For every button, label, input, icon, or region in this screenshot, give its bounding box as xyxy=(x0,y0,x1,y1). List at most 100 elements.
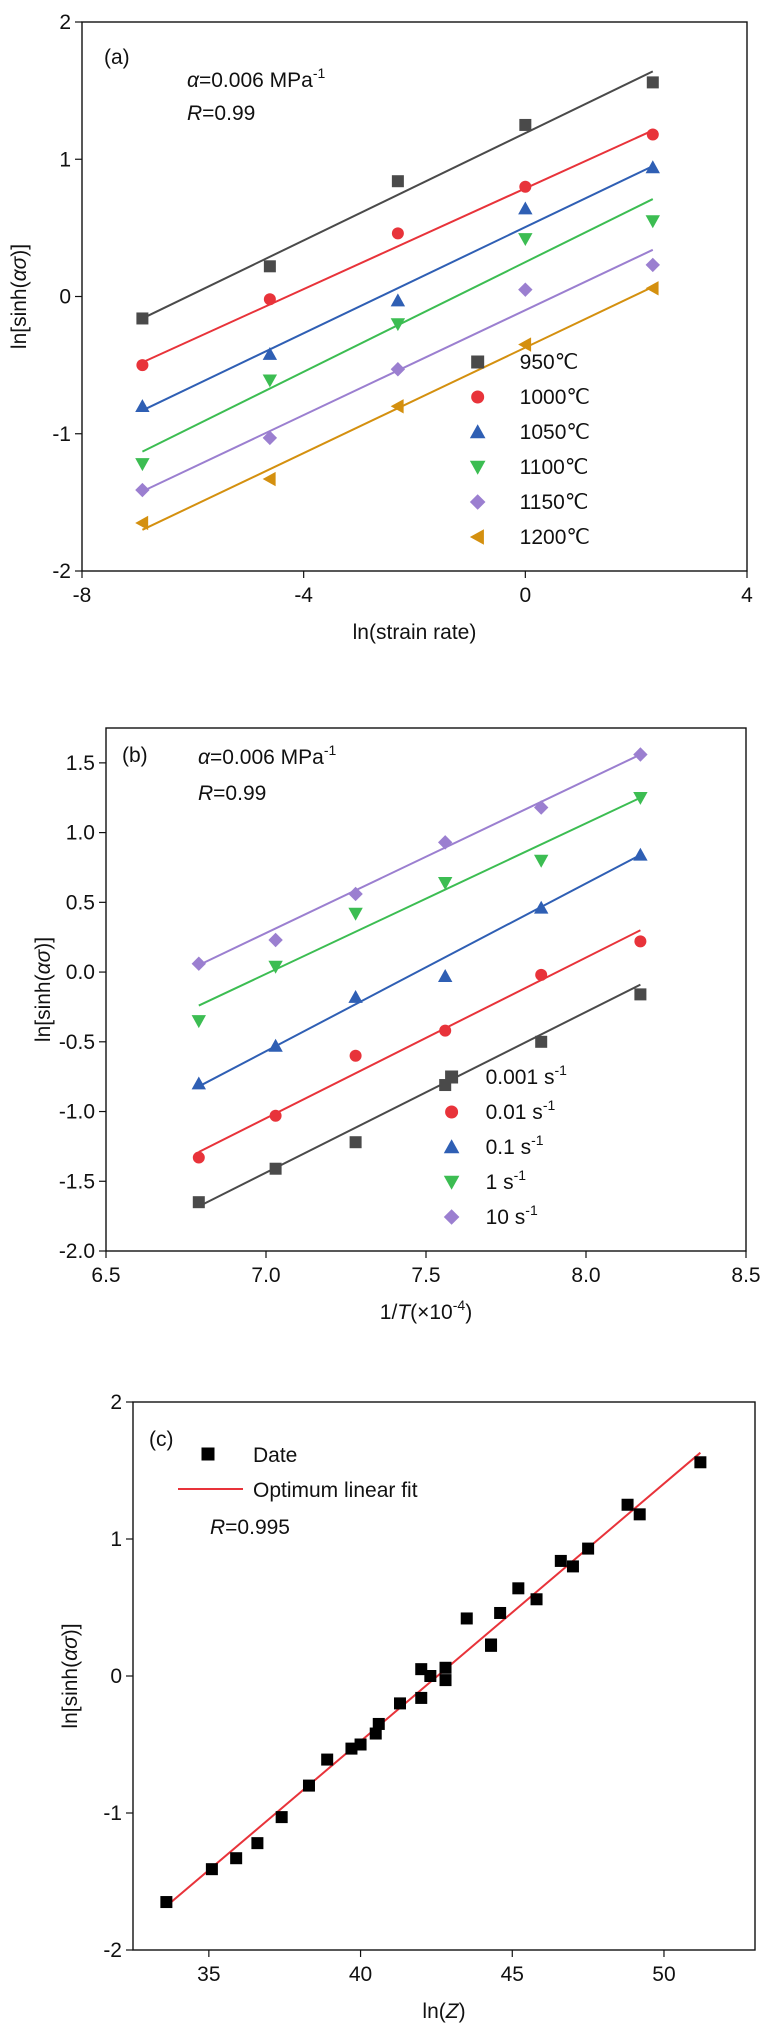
legend-label: 1 s-1 xyxy=(486,1167,527,1194)
data-point xyxy=(534,900,549,914)
legend-marker xyxy=(469,494,486,510)
data-point xyxy=(349,1136,362,1149)
data-point xyxy=(269,1109,282,1122)
data-point xyxy=(192,1196,205,1209)
x-tick-label: 35 xyxy=(197,1963,220,1986)
legend-marker xyxy=(443,1209,460,1225)
data-point xyxy=(321,1753,334,1766)
data-point xyxy=(191,1076,206,1090)
data-point xyxy=(645,281,659,296)
legend-marker xyxy=(445,1070,459,1084)
legend-label: 0.01 s-1 xyxy=(486,1097,556,1124)
data-point xyxy=(390,318,406,332)
fit-line xyxy=(198,854,641,1088)
data-point xyxy=(230,1852,243,1865)
plot-frame xyxy=(105,727,747,1252)
data-point xyxy=(160,1896,173,1909)
data-point xyxy=(262,471,276,487)
y-tick-label: 0.5 xyxy=(66,891,95,914)
data-point xyxy=(438,835,453,850)
legend-label: 950℃ xyxy=(520,351,579,374)
data-point xyxy=(634,935,647,948)
data-point xyxy=(135,458,150,472)
data-point xyxy=(518,233,533,247)
alpha-annotation: α=0.006 MPa-1 xyxy=(198,742,336,769)
x-tick-label: 0 xyxy=(519,584,531,607)
fit-line xyxy=(198,983,641,1208)
data-point xyxy=(534,800,549,815)
data-point xyxy=(534,854,549,868)
fit-line xyxy=(198,929,641,1153)
data-point xyxy=(354,1738,367,1751)
y-tick-label: -1.0 xyxy=(59,1101,95,1124)
y-tick-label: -0.5 xyxy=(59,1031,95,1054)
data-point xyxy=(263,260,276,273)
data-point xyxy=(275,1811,288,1824)
data-point xyxy=(191,956,206,971)
data-point xyxy=(518,201,533,215)
y-tick-label: -2.0 xyxy=(59,1240,95,1263)
data-point xyxy=(262,346,278,360)
x-tick-label: 45 xyxy=(501,1963,524,1986)
x-tick-label: 7.0 xyxy=(251,1264,280,1287)
data-point xyxy=(205,1863,218,1876)
chart-panel-a: -8 -4 0 4 -2 -1 0 1 2 ln(strain rate) ln[sinh(ασ)]… xyxy=(8,11,753,644)
fit-line xyxy=(198,753,641,966)
legend-label: 1050℃ xyxy=(520,421,590,444)
legend-marker xyxy=(469,424,486,439)
x-axis-title: 1/T(×10-4) xyxy=(380,1297,472,1324)
data-point xyxy=(633,847,648,861)
panel-label: (c) xyxy=(149,1428,174,1451)
data-point xyxy=(135,515,149,531)
panel-label: (a) xyxy=(104,46,130,69)
x-tick-label: 6.5 xyxy=(91,1264,120,1287)
data-point xyxy=(535,1035,548,1048)
data-point xyxy=(566,1560,579,1573)
data-point xyxy=(391,227,404,240)
y-tick-label: 2 xyxy=(110,1391,122,1414)
legend-marker xyxy=(445,1105,459,1119)
data-point xyxy=(372,1717,385,1730)
data-point xyxy=(633,1508,646,1521)
y-tick-label: 1.0 xyxy=(66,822,95,845)
data-point xyxy=(645,257,660,273)
data-point xyxy=(438,969,453,983)
data-point xyxy=(394,1697,407,1710)
legend-label: 10 s-1 xyxy=(486,1202,538,1229)
y-tick-label: -1 xyxy=(52,423,71,446)
legend-marker xyxy=(469,529,484,545)
chart-panel-b: 6.5 7.0 7.5 8.0 8.5 -2.0 -1.5 -1.0 -0.5 0.0 0.5 1.0… xyxy=(32,727,761,1324)
data-point xyxy=(439,1661,452,1674)
data-point xyxy=(390,362,406,377)
legend-label: Date xyxy=(253,1444,297,1467)
y-tick-label: 1.5 xyxy=(66,752,95,775)
data-point xyxy=(633,791,648,805)
data-point xyxy=(369,1727,382,1740)
x-tick-label: 8.5 xyxy=(731,1264,760,1287)
legend-marker xyxy=(443,1139,460,1154)
data-point xyxy=(634,988,647,1001)
data-point xyxy=(519,118,532,131)
panel-label: (b) xyxy=(122,744,148,767)
y-axis-title: ln[sinh(ασ)] xyxy=(32,937,55,1042)
data-point xyxy=(262,430,278,446)
data-point xyxy=(645,160,660,174)
x-tick-label: 4 xyxy=(741,584,753,607)
y-tick-label: 2 xyxy=(59,11,71,34)
data-point xyxy=(348,907,363,921)
data-point xyxy=(345,1742,358,1755)
data-point xyxy=(348,989,363,1003)
data-point xyxy=(621,1498,634,1511)
data-point xyxy=(518,337,532,352)
data-point xyxy=(262,374,278,388)
x-tick-label: -4 xyxy=(294,584,313,607)
y-axis-title: ln[sinh(ασ)] xyxy=(8,244,31,349)
data-point xyxy=(645,215,660,229)
data-point xyxy=(135,399,150,413)
data-point xyxy=(136,359,149,372)
data-point xyxy=(633,747,648,762)
y-tick-label: -2 xyxy=(52,560,71,583)
data-point xyxy=(349,1049,362,1062)
legend-marker xyxy=(201,1447,215,1461)
data-point xyxy=(251,1837,264,1850)
